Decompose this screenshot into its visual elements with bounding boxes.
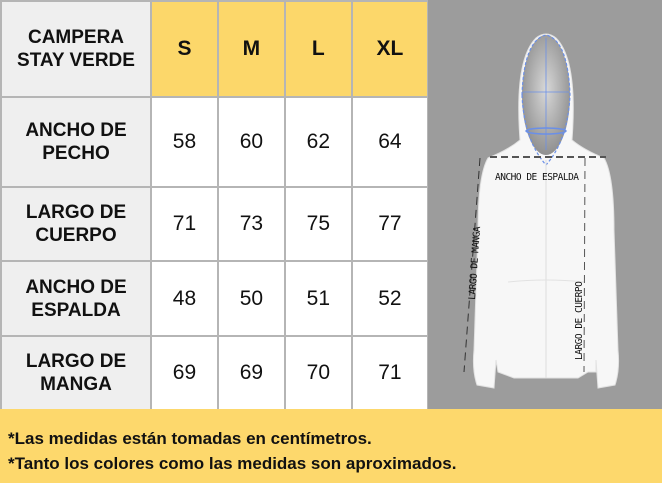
size-s: S xyxy=(150,0,219,98)
header-row: CAMPERA STAY VERDE S M L XL xyxy=(0,0,430,98)
table-row: LARGO DE CUERPO 71 73 75 77 xyxy=(0,186,430,262)
body-measure-line xyxy=(583,157,586,373)
cell: 71 xyxy=(150,186,219,262)
cell: 51 xyxy=(283,260,353,337)
cell: 50 xyxy=(216,260,286,337)
cell: 73 xyxy=(216,186,286,262)
size-chart-table: CAMPERA STAY VERDE S M L XL ANCHO DE PEC… xyxy=(0,0,430,411)
size-l: L xyxy=(283,0,353,98)
cell: 69 xyxy=(216,335,286,411)
product-name: CAMPERA STAY VERDE xyxy=(0,0,152,98)
label-shoulder: ANCHO DE ESPALDA xyxy=(495,172,579,183)
row-label: LARGO DE CUERPO xyxy=(0,186,152,262)
hoodie-measurement-figure: ANCHO DE ESPALDA LARGO DE MANGA LARGO DE… xyxy=(428,0,662,409)
label-sleeve: LARGO DE MANGA xyxy=(467,226,483,300)
cell: 64 xyxy=(350,96,430,188)
sleeve-measure-line xyxy=(463,157,481,373)
size-xl: XL xyxy=(350,0,430,98)
note-units: *Las medidas están tomadas en centímetro… xyxy=(8,429,372,448)
cell: 58 xyxy=(150,96,219,188)
cell: 71 xyxy=(350,335,430,411)
label-body: LARGO DE CUERPO xyxy=(574,281,585,360)
cell: 48 xyxy=(150,260,219,337)
table-row: ANCHO DE ESPALDA 48 50 51 52 xyxy=(0,260,430,337)
footer-notes: *Las medidas están tomadas en centímetro… xyxy=(0,409,662,483)
table-row: LARGO DE MANGA 69 69 70 71 xyxy=(0,335,430,411)
row-label: LARGO DE MANGA xyxy=(0,335,152,411)
size-m: M xyxy=(216,0,286,98)
row-label: ANCHO DE ESPALDA xyxy=(0,260,152,337)
cell: 75 xyxy=(283,186,353,262)
hoodie-illustration: ANCHO DE ESPALDA LARGO DE MANGA LARGO DE… xyxy=(463,33,620,389)
cell: 62 xyxy=(283,96,353,188)
cell: 70 xyxy=(283,335,353,411)
note-approximate: *Tanto los colores como las medidas son … xyxy=(8,454,457,473)
cell: 60 xyxy=(216,96,286,188)
cell: 69 xyxy=(150,335,219,411)
cell: 77 xyxy=(350,186,430,262)
cell: 52 xyxy=(350,260,430,337)
row-label: ANCHO DE PECHO xyxy=(0,96,152,188)
table-row: ANCHO DE PECHO 58 60 62 64 xyxy=(0,96,430,188)
